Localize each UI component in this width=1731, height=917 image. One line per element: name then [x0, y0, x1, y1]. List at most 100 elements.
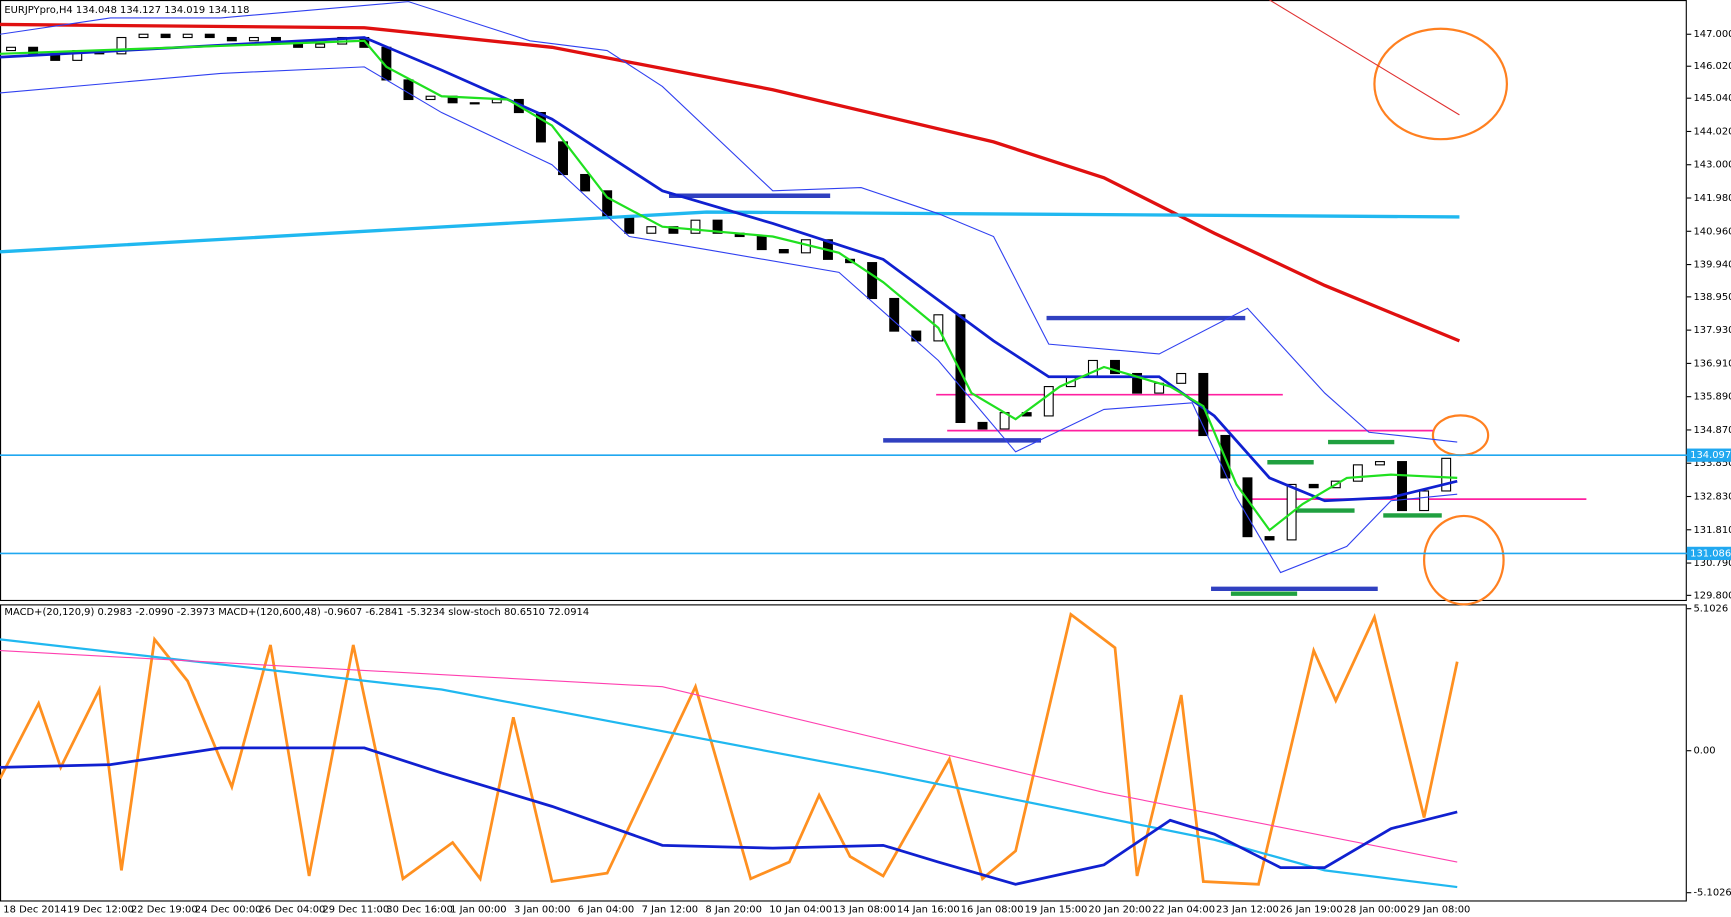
- x-tick-label: 7 Jan 12:00: [642, 904, 698, 915]
- candle: [226, 36, 237, 42]
- indicator-line: [0, 210, 1460, 254]
- price-label-box: [1686, 448, 1731, 462]
- y-tick-label: -5.1026: [1693, 888, 1731, 899]
- x-tick-label: 19 Jan 15:00: [1025, 904, 1088, 915]
- candle: [1374, 461, 1385, 466]
- candle: [1176, 372, 1187, 384]
- y-tick-label: 134.870: [1693, 425, 1731, 436]
- candle: [535, 111, 546, 143]
- y-tick-label: 145.040: [1693, 93, 1731, 104]
- candle: [182, 33, 193, 39]
- candle: [646, 226, 657, 234]
- y-tick-label: 0.00: [1693, 746, 1715, 757]
- y-tick-label: 141.980: [1693, 193, 1731, 204]
- candle: [315, 43, 326, 48]
- y-tick-label: 147.000: [1693, 29, 1731, 40]
- x-tick-label: 6 Jan 04:00: [578, 904, 634, 915]
- annotation-circle: [1373, 27, 1509, 141]
- x-tick-label: 26 Dec 04:00: [259, 904, 326, 915]
- candle: [756, 235, 767, 251]
- y-tick-label: 138.950: [1693, 292, 1731, 303]
- y-tick-label: 130.790: [1693, 558, 1731, 569]
- y-tick-label: 140.960: [1693, 226, 1731, 237]
- candle: [1043, 386, 1054, 417]
- y-tick-label: 143.000: [1693, 160, 1731, 171]
- indicator-line: [0, 36, 1458, 503]
- candle: [204, 33, 215, 39]
- candle: [160, 33, 171, 39]
- candle: [425, 95, 436, 101]
- indicator-line: [0, 746, 1458, 886]
- x-tick-label: 19 Dec 12:00: [67, 904, 134, 915]
- trend-line: [1269, 0, 1460, 116]
- indicator-line: [0, 66, 1458, 574]
- candle: [712, 219, 723, 234]
- candle: [1132, 372, 1143, 394]
- candle: [1397, 461, 1407, 512]
- indicator-line: [0, 649, 1458, 863]
- y-tick-label: 137.930: [1693, 325, 1731, 336]
- x-tick-label: 10 Jan 04:00: [769, 904, 832, 915]
- candle: [293, 43, 304, 48]
- y-tick-label: 132.830: [1693, 492, 1731, 503]
- candle: [138, 33, 149, 39]
- y-tick-label: 139.940: [1693, 260, 1731, 271]
- x-tick-label: 16 Jan 08:00: [961, 904, 1024, 915]
- indicator-line: [0, 39, 1458, 532]
- x-tick-label: 13 Jan 08:00: [833, 904, 896, 915]
- candle: [1242, 477, 1253, 538]
- candle: [1419, 490, 1430, 512]
- candle: [580, 173, 591, 192]
- x-tick-label: 30 Dec 16:00: [386, 904, 453, 915]
- indicator-line: [0, 22, 1461, 343]
- candle: [955, 314, 966, 424]
- x-tick-label: 22 Jan 04:00: [1152, 904, 1215, 915]
- x-tick-label: 8 Jan 20:00: [705, 904, 761, 915]
- candle: [469, 102, 480, 105]
- y-tick-label: 146.020: [1693, 61, 1731, 72]
- x-tick-label: 28 Jan 00:00: [1344, 904, 1407, 915]
- candle: [911, 330, 922, 342]
- candle: [1352, 464, 1363, 482]
- candle: [558, 141, 568, 176]
- y-tick-label: 135.890: [1693, 392, 1731, 403]
- indicator-line: [0, 611, 1459, 886]
- x-tick-label: 23 Jan 12:00: [1216, 904, 1279, 915]
- x-tick-label: 29 Dec 11:00: [322, 904, 389, 915]
- candle: [778, 249, 789, 254]
- sub-panel: [0, 604, 1687, 902]
- x-tick-label: 18 Dec 2014: [3, 904, 66, 915]
- annotation-circle: [1422, 514, 1505, 606]
- candle: [1264, 536, 1275, 541]
- x-tick-label: 26 Jan 19:00: [1280, 904, 1343, 915]
- candle: [248, 36, 259, 42]
- candle: [624, 216, 635, 234]
- x-tick-label: 22 Dec 19:00: [131, 904, 198, 915]
- main-panel: [0, 0, 1687, 602]
- price-label: 131.086: [1690, 548, 1731, 559]
- y-tick-label: 5.1026: [1693, 604, 1728, 615]
- indicator-line: [0, 638, 1458, 889]
- candle: [403, 79, 414, 101]
- candle: [867, 262, 878, 300]
- y-tick-label: 131.810: [1693, 525, 1731, 536]
- x-tick-label: 24 Dec 00:00: [195, 904, 262, 915]
- x-tick-label: 20 Jan 20:00: [1088, 904, 1151, 915]
- y-tick-label: 144.020: [1693, 126, 1731, 137]
- indicator-title: MACD+(20,120,9) 0.2983 -2.0990 -2.3973 M…: [4, 607, 589, 618]
- chart-title: EURJPYpro,H4 134.048 134.127 134.019 134…: [4, 5, 249, 16]
- x-tick-label: 3 Jan 00:00: [514, 904, 570, 915]
- x-tick-label: 29 Jan 08:00: [1408, 904, 1471, 915]
- price-label-box: [1686, 546, 1731, 561]
- x-tick-label: 14 Jan 16:00: [897, 904, 960, 915]
- candle: [1441, 457, 1452, 492]
- price-label: 134.097: [1690, 450, 1731, 461]
- candle: [690, 219, 701, 234]
- candle: [6, 46, 17, 52]
- candle: [1110, 359, 1120, 375]
- y-tick-label: 136.910: [1693, 358, 1731, 369]
- y-tick-label: 129.800: [1693, 590, 1731, 601]
- candle: [1308, 483, 1319, 489]
- candle: [28, 46, 39, 55]
